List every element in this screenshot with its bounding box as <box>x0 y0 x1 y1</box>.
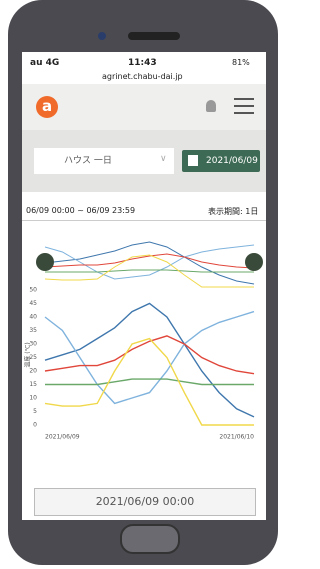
x-tick-label: 2021/06/09 <box>45 434 80 441</box>
y-tick-label: 45 <box>29 300 37 307</box>
house-select[interactable]: ハウス 一日 <box>34 148 174 174</box>
bell-icon[interactable] <box>206 100 216 112</box>
overview-line <box>45 245 254 279</box>
speaker <box>128 32 180 40</box>
page: au 4G 11:43 81% agrinet.chabu-dai.jp a ハ… <box>0 0 286 569</box>
y-tick-label: 50 <box>29 287 37 294</box>
divider <box>22 220 266 221</box>
series-line <box>45 379 254 384</box>
series-line <box>45 304 254 417</box>
y-tick-label: 20 <box>29 368 37 375</box>
series-line <box>45 312 254 404</box>
y-tick-label: 30 <box>29 341 37 348</box>
home-button[interactable] <box>120 524 180 554</box>
y-tick-label: 5 <box>33 408 37 415</box>
menu-icon[interactable] <box>234 98 254 114</box>
range-display: 表示期間: 1日 <box>208 206 258 217</box>
y-tick-label: 35 <box>29 327 37 334</box>
y-tick-label: 25 <box>29 354 37 361</box>
time-button[interactable]: 2021/06/09 00:00 <box>34 488 256 516</box>
range-handle[interactable] <box>36 253 54 271</box>
screen: au 4G 11:43 81% agrinet.chabu-dai.jp a ハ… <box>22 52 266 520</box>
y-tick-label: 0 <box>33 422 37 429</box>
y-tick-label: 40 <box>29 314 37 321</box>
carrier: au 4G <box>30 58 59 68</box>
series-line <box>45 336 254 374</box>
y-tick-label: 10 <box>29 395 37 402</box>
y-tick-label: 15 <box>29 381 37 388</box>
url: agrinet.chabu-dai.jp <box>102 72 183 81</box>
camera <box>98 32 106 40</box>
overview-line <box>45 270 254 272</box>
logo[interactable]: a <box>36 96 58 118</box>
app-header: a <box>22 84 266 130</box>
overview-line <box>45 254 254 268</box>
clock: 11:43 <box>128 58 157 68</box>
control-bar: ハウス 一日 ∨ 2021/06/09 <box>22 130 266 192</box>
select-arrow: ∨ <box>160 154 167 164</box>
range-period: 06/09 00:00 ~ 06/09 23:59 <box>26 206 135 215</box>
battery: 81% <box>232 58 250 67</box>
calendar-icon <box>188 155 198 166</box>
range-handle[interactable] <box>245 253 263 271</box>
x-tick-label: 2021/06/10 <box>219 434 254 441</box>
